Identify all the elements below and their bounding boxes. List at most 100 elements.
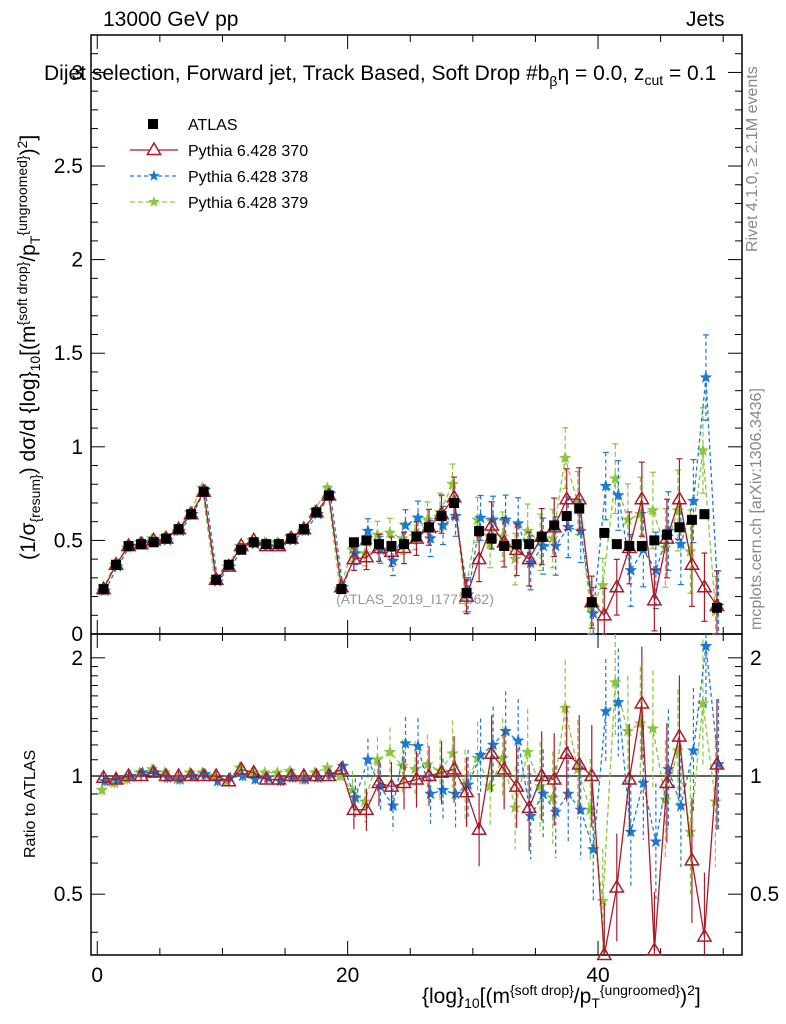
ratio-marker-py379 xyxy=(546,791,560,804)
data-point xyxy=(236,544,247,555)
ratio-marker-py370 xyxy=(320,767,337,782)
marker-py379 xyxy=(446,477,459,490)
data-point xyxy=(636,541,647,552)
ratio-marker-py370 xyxy=(596,946,613,961)
marker-py370 xyxy=(521,550,538,565)
legend-marker-py370 xyxy=(146,141,162,156)
title-tail: η = 0.0, z xyxy=(557,62,645,85)
data-point xyxy=(161,533,172,544)
ratio-line-py370 xyxy=(103,703,718,956)
ratio-marker-py370 xyxy=(483,745,500,759)
ratio-marker-py370 xyxy=(145,764,162,778)
ratio-marker-py370 xyxy=(133,767,150,782)
ratio-marker-py378 xyxy=(474,748,487,761)
watermark-label: (ATLAS_2019_I1772062) xyxy=(336,591,494,607)
data-point xyxy=(561,511,572,522)
data-point xyxy=(424,522,435,533)
data-point xyxy=(586,597,597,608)
marker-py370 xyxy=(471,550,488,565)
data-point xyxy=(323,490,334,501)
ratio-marker-py378 xyxy=(361,753,375,766)
ratio-marker-py378 xyxy=(486,738,500,751)
marker-py378 xyxy=(699,370,713,383)
ratio-line-py379 xyxy=(101,682,717,902)
data-point xyxy=(699,509,710,520)
ratio-marker-py378 xyxy=(411,739,425,752)
marker-py378 xyxy=(536,539,550,552)
ratio-marker-py370 xyxy=(220,772,237,787)
ratio-marker-py379 xyxy=(95,783,109,796)
ratio-marker-py370 xyxy=(283,767,300,782)
data-point xyxy=(211,574,222,585)
marker-py378 xyxy=(549,539,563,552)
marker-py378 xyxy=(586,606,600,619)
marker-py379 xyxy=(671,503,685,516)
data-point xyxy=(223,559,234,570)
ratio-marker-py370 xyxy=(108,770,124,785)
marker-py379 xyxy=(521,524,535,537)
ratio-y-tick-label: 0.5 xyxy=(54,883,83,906)
marker-py378 xyxy=(599,479,613,492)
marker-py378 xyxy=(611,488,625,501)
ratio-marker-py370 xyxy=(533,767,550,782)
marker-py370 xyxy=(358,548,375,563)
marker-py379 xyxy=(383,526,397,539)
ratio-plot-frame xyxy=(90,633,743,956)
ratio-y-tick-label: 1 xyxy=(71,765,83,788)
ratio-marker-py379 xyxy=(496,751,509,764)
ratio-marker-py379 xyxy=(508,801,522,814)
ratio-marker-py370 xyxy=(658,774,675,789)
ratio-marker-py370 xyxy=(633,694,650,709)
data-point xyxy=(261,539,272,550)
data-point xyxy=(386,541,397,552)
ratio-marker-py370 xyxy=(508,778,525,792)
ratio-marker-py378 xyxy=(687,743,700,757)
marker-py378 xyxy=(511,516,525,529)
marker-py378 xyxy=(674,537,688,550)
data-point xyxy=(348,537,359,548)
data-point xyxy=(461,587,472,598)
ratio-marker-py379 xyxy=(621,724,635,737)
marker-py370 xyxy=(345,550,362,565)
marker-py378 xyxy=(499,513,512,526)
ratio-marker-py370 xyxy=(558,745,575,759)
legend-label: Pythia 6.428 379 xyxy=(188,195,308,212)
data-point xyxy=(674,522,685,533)
ratio-marker-py370 xyxy=(546,770,563,785)
ratio-marker-py370 xyxy=(458,783,475,798)
marker-py378 xyxy=(561,520,575,533)
data-point xyxy=(248,537,259,548)
data-point xyxy=(273,539,284,550)
energy-label: 13000 GeV pp xyxy=(103,8,239,31)
ratio-marker-py379 xyxy=(709,794,722,808)
ratio-marker-py370 xyxy=(158,767,175,782)
ratio-marker-py370 xyxy=(446,760,463,775)
legend-marker-py378 xyxy=(148,170,160,181)
data-point xyxy=(661,529,672,540)
ratio-y-tick-label-right: 2 xyxy=(750,647,762,670)
ratio-marker-py370 xyxy=(646,941,663,956)
data-point xyxy=(111,559,122,570)
ratio-marker-py378 xyxy=(624,825,638,838)
marker-py379 xyxy=(546,531,560,544)
data-point xyxy=(298,524,309,535)
data-point xyxy=(123,541,134,552)
ratio-marker-py378 xyxy=(386,798,400,812)
ratio-marker-py379 xyxy=(421,757,434,770)
ratio-marker-py379 xyxy=(483,779,497,792)
ratio-marker-py378 xyxy=(349,791,362,804)
marker-py379 xyxy=(508,552,522,565)
marker-py370 xyxy=(596,606,613,621)
data-point xyxy=(398,539,409,550)
x-tick-label: 20 xyxy=(336,964,359,987)
data-point xyxy=(524,539,535,550)
x-tick-label: 40 xyxy=(586,964,609,987)
ratio-marker-py379 xyxy=(446,746,459,760)
marker-py370 xyxy=(671,490,688,505)
ratio-marker-py379 xyxy=(383,745,397,758)
data-point xyxy=(198,486,209,497)
data-point xyxy=(711,602,722,613)
marker-py378 xyxy=(449,509,462,522)
ratio-marker-py378 xyxy=(611,695,625,708)
data-point xyxy=(549,520,560,531)
